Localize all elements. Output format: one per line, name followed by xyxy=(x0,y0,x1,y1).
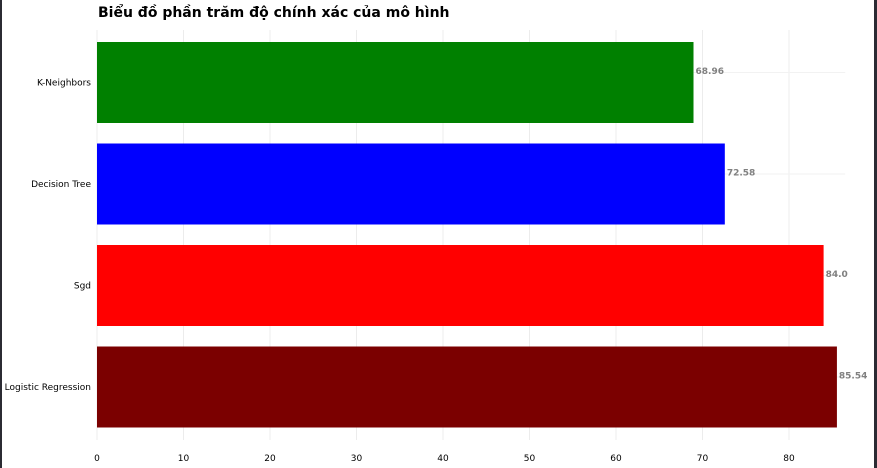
value-labels: 68.96 72.58 84.0 85.54 xyxy=(696,67,868,382)
window-right-border xyxy=(874,0,877,468)
category-label: K-Neighbors xyxy=(37,79,91,89)
bar-decision-tree xyxy=(97,143,725,225)
window-left-border xyxy=(0,0,2,468)
chart-title: Biểu đồ phần trăm độ chính xác của mô hì… xyxy=(98,5,450,21)
category-labels: K-Neighbors Decision Tree Sgd Logistic Regr… xyxy=(5,79,92,394)
x-tick-label: 30 xyxy=(351,454,363,464)
x-tick-label: 0 xyxy=(94,454,100,464)
category-label: Logistic Regression xyxy=(5,383,91,393)
bars xyxy=(97,42,837,428)
category-label: Decision Tree xyxy=(31,180,91,190)
x-tick-label: 60 xyxy=(610,454,622,464)
x-tick-label: 40 xyxy=(437,454,449,464)
value-label: 85.54 xyxy=(839,372,867,382)
x-tick-label: 70 xyxy=(697,454,709,464)
bar-sgd xyxy=(97,245,824,326)
category-label: Sgd xyxy=(74,282,91,292)
x-tick-label: 10 xyxy=(178,454,190,464)
value-label: 68.96 xyxy=(696,67,724,77)
x-tick-label: 50 xyxy=(524,454,536,464)
value-label: 72.58 xyxy=(727,169,755,179)
bar-logistic-regression xyxy=(97,346,837,428)
x-tick-label: 20 xyxy=(264,454,276,464)
bar-k-neighbors xyxy=(97,42,694,123)
x-tick-labels: 0 10 20 30 40 50 60 70 80 xyxy=(94,454,795,464)
x-tick-label: 80 xyxy=(783,454,795,464)
value-label: 84.0 xyxy=(826,270,848,280)
